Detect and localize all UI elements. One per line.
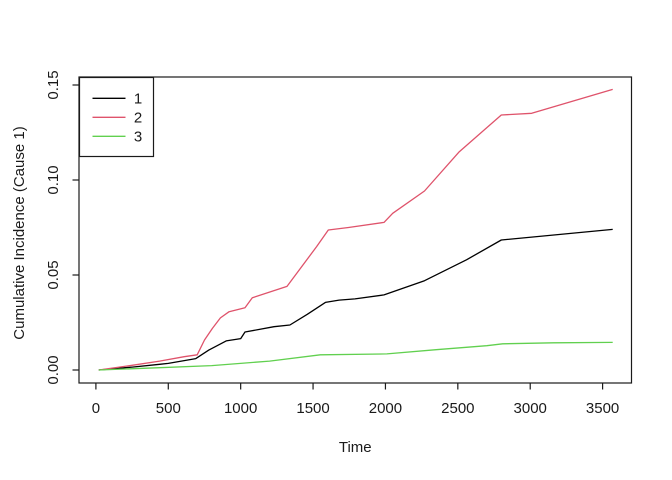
plot-frame <box>78 76 633 384</box>
legend-entry-label: 3 <box>134 129 142 146</box>
legend-entry-label: 1 <box>134 91 142 108</box>
series-line-1 <box>98 228 613 371</box>
x-axis-tick-label: 1000 <box>224 400 257 417</box>
y-axis-tick-label: 0.10 <box>45 165 62 194</box>
x-axis-title: Time <box>339 439 372 456</box>
x-axis-tick-label: 0 <box>92 400 100 417</box>
legend-box: 1 2 3 <box>78 76 155 158</box>
x-axis-tick-label: 3000 <box>514 400 547 417</box>
x-axis-tick-label: 500 <box>156 400 181 417</box>
y-axis-title: Cumulative Incidence (Cause 1) <box>11 126 28 339</box>
x-axis-tick-label: 3500 <box>586 400 619 417</box>
x-axis-tick-label: 2500 <box>441 400 474 417</box>
y-axis-tick-label: 0.15 <box>45 70 62 99</box>
y-axis-tick-label: 0.05 <box>45 260 62 289</box>
legend-entry-label: 2 <box>134 110 142 127</box>
y-axis-tick-label: 0.00 <box>45 355 62 384</box>
series-line-2 <box>98 88 613 371</box>
series-line-3 <box>98 341 613 371</box>
x-axis-tick-label: 2000 <box>369 400 402 417</box>
x-axis-tick-label: 1500 <box>296 400 329 417</box>
